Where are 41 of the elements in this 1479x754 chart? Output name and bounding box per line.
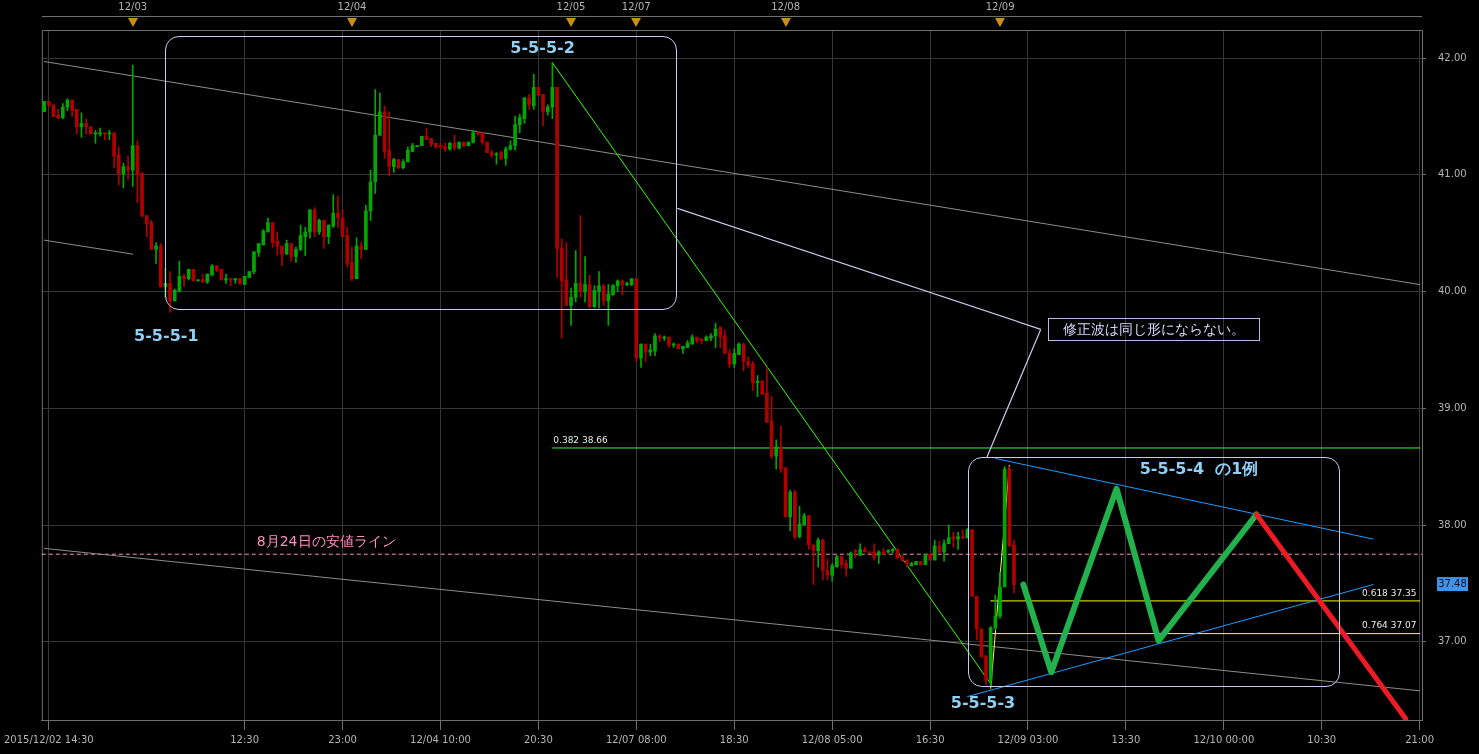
candlestick	[914, 560, 918, 566]
x-tick-label: 12/10 00:00	[1193, 733, 1255, 745]
x-tick-label: 12/08 05:00	[801, 733, 863, 745]
x-tick-label: 18:30	[719, 733, 749, 745]
x-tick-label: 20:30	[523, 733, 553, 745]
candlestick	[88, 126, 93, 135]
annotation: 5-5-5-1	[134, 326, 199, 346]
text: 37.48	[1438, 578, 1467, 590]
text: 12/09	[985, 0, 1015, 12]
annotation: 修正波は同じ形にならない。	[1062, 321, 1245, 338]
y-tick-label: 38.00	[1438, 518, 1467, 530]
y-tick-label: 41.00	[1438, 168, 1467, 180]
x-tick-label: 10:30	[1307, 733, 1337, 745]
candlestick	[928, 553, 932, 561]
text: 12/04	[337, 0, 367, 12]
text: 12/08	[771, 0, 801, 12]
text: 12/07	[621, 0, 651, 12]
text: 12/03	[118, 0, 148, 12]
x-tick-label: 12:30	[230, 733, 260, 745]
y-tick-label: 42.00	[1438, 51, 1467, 63]
x-tick-label: 12/04 10:00	[410, 733, 471, 745]
x-tick-label: 23:00	[328, 733, 357, 745]
x-tick-label: 13:30	[1111, 733, 1141, 745]
text: 12/05	[556, 0, 586, 12]
y-tick-label: 37.00	[1438, 635, 1467, 647]
candlestick	[676, 343, 681, 350]
x-tick-label: 16:30	[915, 733, 945, 745]
y-tick-label: 39.00	[1438, 401, 1467, 413]
annotation: 0.382 38.66	[553, 434, 608, 445]
annotation: 0.618 37.35	[1362, 587, 1417, 598]
annotation: 5-5-5-4 の1例	[1139, 458, 1259, 478]
x-tick-label: 12/09 03:00	[997, 733, 1059, 745]
x-tick-label: 12/07 08:00	[605, 733, 667, 745]
annotation: 5-5-5-3	[950, 693, 1016, 713]
y-tick-label: 40.00	[1438, 285, 1467, 297]
annotation: 5-5-5-2	[510, 38, 575, 58]
ref-line-label: 8月24日の安値ライン	[256, 532, 396, 549]
x-tick-label: 21:00	[1405, 733, 1435, 745]
x-tick-label: 2015/12/02 14:30	[4, 733, 94, 745]
candlestick	[918, 560, 923, 566]
annotation: 0.764 37.07	[1362, 620, 1417, 631]
